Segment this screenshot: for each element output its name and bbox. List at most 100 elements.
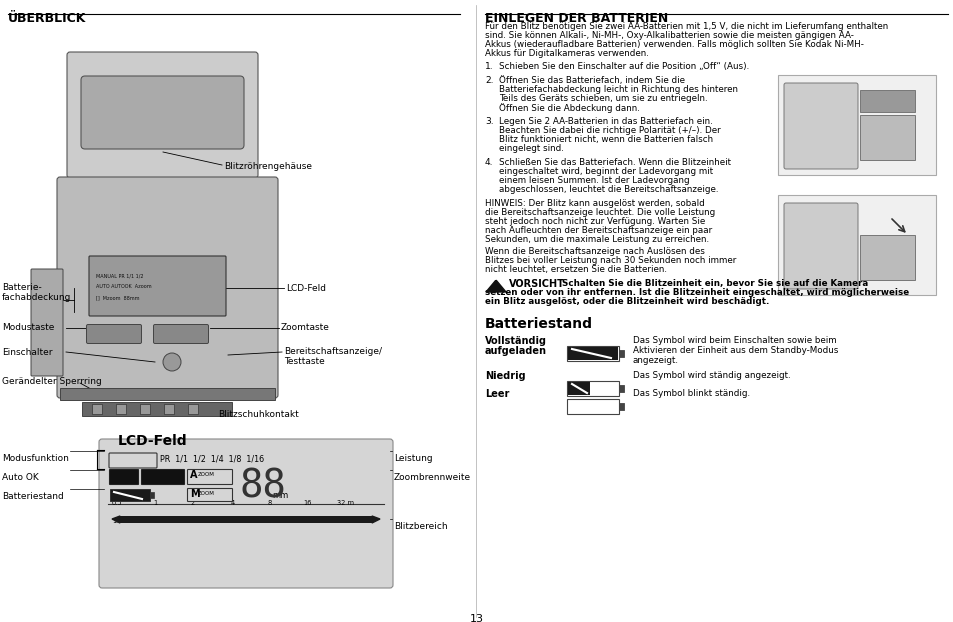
Text: Leistung: Leistung: [394, 454, 432, 463]
Text: Aktivieren der Einheit aus dem Standby-Modus: Aktivieren der Einheit aus dem Standby-M…: [633, 346, 838, 355]
Text: Batteriestand: Batteriestand: [484, 317, 593, 331]
Bar: [567, 347, 618, 360]
Text: eingelegt sind.: eingelegt sind.: [498, 144, 563, 153]
Text: Wenn die Bereitschaftsanzeige nach Auslösen des: Wenn die Bereitschaftsanzeige nach Auslö…: [484, 247, 704, 256]
Text: sind. Sie können Alkali-, Ni-MH-, Oxy-Alkalibatterien sowie die meisten gängigen: sind. Sie können Alkali-, Ni-MH-, Oxy-Al…: [484, 31, 853, 40]
Text: Blitzes bei voller Leistung nach 30 Sekunden noch immer: Blitzes bei voller Leistung nach 30 Seku…: [484, 256, 736, 265]
Text: 52: 52: [303, 518, 312, 524]
FancyBboxPatch shape: [110, 470, 138, 485]
Text: Zoomtaste: Zoomtaste: [281, 323, 330, 332]
Text: ein Blitz ausgelöst, oder die Blitzeinheit wird beschädigt.: ein Blitz ausgelöst, oder die Blitzeinhe…: [484, 297, 768, 306]
Text: Schalten Sie die Blitzeinheit ein, bevor Sie sie auf die Kamera: Schalten Sie die Blitzeinheit ein, bevor…: [558, 279, 867, 288]
Polygon shape: [485, 280, 505, 292]
Text: Blitzbereich: Blitzbereich: [394, 522, 447, 531]
Text: angezeigt.: angezeigt.: [633, 356, 679, 365]
Bar: [110, 489, 150, 501]
Text: !: !: [494, 273, 497, 282]
Text: Zoombrennweite: Zoombrennweite: [394, 473, 471, 482]
Text: 6.6: 6.6: [187, 518, 197, 524]
Bar: [82, 402, 232, 416]
Text: fachabdeckung: fachabdeckung: [2, 293, 71, 302]
Text: AUTO: AUTO: [112, 470, 136, 479]
Text: Schließen Sie das Batteriefach. Wenn die Blitzeinheit: Schließen Sie das Batteriefach. Wenn die…: [498, 158, 730, 167]
Bar: [566, 381, 618, 396]
FancyBboxPatch shape: [87, 325, 141, 343]
Text: 88: 88: [240, 468, 287, 506]
FancyBboxPatch shape: [57, 177, 277, 398]
Text: 13: 13: [470, 614, 483, 622]
Text: Für den Blitz benötigen Sie zwei AA-Batterien mit 1,5 V, die nicht im Lieferumfa: Für den Blitz benötigen Sie zwei AA-Batt…: [484, 22, 887, 31]
Text: Bereitschaftsanzeige/: Bereitschaftsanzeige/: [284, 347, 381, 356]
Bar: [188, 404, 198, 414]
Text: AUTO OK: AUTO OK: [144, 470, 184, 479]
Text: steht jedoch noch nicht zur Verfügung. Warten Sie: steht jedoch noch nicht zur Verfügung. W…: [484, 217, 704, 226]
Text: 2.: 2.: [484, 76, 493, 85]
Text: Batteriefachabdeckung leicht in Richtung des hinteren: Batteriefachabdeckung leicht in Richtung…: [498, 85, 738, 94]
Text: Das Symbol wird beim Einschalten sowie beim: Das Symbol wird beim Einschalten sowie b…: [633, 336, 836, 345]
Circle shape: [163, 353, 181, 371]
Bar: [140, 404, 150, 414]
FancyBboxPatch shape: [188, 470, 233, 485]
Text: 26: 26: [266, 518, 274, 524]
Text: eingeschaltet wird, beginnt der Ladevorgang mit: eingeschaltet wird, beginnt der Ladevorg…: [498, 167, 713, 176]
Text: 3.3: 3.3: [150, 518, 160, 524]
Text: 32 m: 32 m: [336, 500, 354, 506]
Text: PR  1/1  1/2  1/4  1/8  1/16: PR 1/1 1/2 1/4 1/8 1/16: [160, 454, 264, 463]
Text: 0.5: 0.5: [112, 500, 123, 506]
Text: LCD-Feld: LCD-Feld: [118, 434, 188, 448]
FancyBboxPatch shape: [67, 52, 257, 178]
FancyBboxPatch shape: [188, 488, 233, 501]
Text: nicht leuchtet, ersetzen Sie die Batterien.: nicht leuchtet, ersetzen Sie die Batteri…: [484, 265, 666, 274]
Text: Niedrig: Niedrig: [484, 371, 525, 381]
Text: MANUAL PR 1/1 1/2: MANUAL PR 1/1 1/2: [96, 273, 143, 278]
Bar: [91, 404, 102, 414]
Text: Gerändelter Sperrring: Gerändelter Sperrring: [2, 377, 102, 386]
Text: Batterie-: Batterie-: [2, 283, 42, 292]
Text: M: M: [190, 489, 199, 499]
Bar: [566, 399, 618, 414]
Text: 105 ft: 105 ft: [335, 518, 355, 524]
Text: 1.6: 1.6: [112, 518, 123, 524]
Bar: [859, 115, 914, 160]
Text: Legen Sie 2 AA-Batterien in das Batteriefach ein.: Legen Sie 2 AA-Batterien in das Batterie…: [498, 117, 712, 126]
Text: setzen oder von ihr entfernen. Ist die Blitzeinheit eingeschaltet, wird mögliche: setzen oder von ihr entfernen. Ist die B…: [484, 288, 908, 297]
Text: EINLEGEN DER BATTERIEN: EINLEGEN DER BATTERIEN: [484, 12, 667, 25]
Text: ZOOM: ZOOM: [198, 491, 214, 496]
Text: 1.: 1.: [484, 62, 493, 71]
Text: ZOOM: ZOOM: [198, 472, 214, 477]
Text: 16: 16: [303, 500, 312, 506]
Text: Modusfunktion: Modusfunktion: [2, 454, 69, 463]
Text: 4: 4: [231, 500, 234, 506]
Text: Vollständig: Vollständig: [484, 336, 546, 346]
Text: Blitz funktioniert nicht, wenn die Batterien falsch: Blitz funktioniert nicht, wenn die Batte…: [498, 135, 713, 144]
Text: Batteriestand: Batteriestand: [2, 492, 64, 501]
Text: 13: 13: [228, 518, 236, 524]
Text: AUTO AUTOOK  Azoom: AUTO AUTOOK Azoom: [96, 284, 152, 289]
Text: 3.: 3.: [484, 117, 493, 126]
Text: 8: 8: [268, 500, 272, 506]
Text: Öffnen Sie die Abdeckung dann.: Öffnen Sie die Abdeckung dann.: [498, 103, 639, 113]
Text: aufgeladen: aufgeladen: [484, 346, 546, 356]
Text: ÜBERBLICK: ÜBERBLICK: [8, 12, 87, 25]
FancyBboxPatch shape: [109, 453, 157, 468]
Bar: [778, 75, 935, 175]
Bar: [778, 195, 935, 295]
Text: Das Symbol blinkt ständig.: Das Symbol blinkt ständig.: [633, 389, 749, 398]
FancyBboxPatch shape: [783, 203, 857, 289]
FancyBboxPatch shape: [89, 256, 226, 316]
Text: LCD-Feld: LCD-Feld: [286, 284, 326, 293]
Text: MANUAL: MANUAL: [112, 454, 151, 463]
Text: abgeschlossen, leuchtet die Bereitschaftsanzeige.: abgeschlossen, leuchtet die Bereitschaft…: [498, 185, 718, 194]
Text: Leer: Leer: [484, 389, 509, 399]
Bar: [859, 90, 914, 112]
FancyBboxPatch shape: [141, 470, 184, 485]
Text: Akkus (wiederaufladbare Batterien) verwenden. Falls möglich sollten Sie Kodak Ni: Akkus (wiederaufladbare Batterien) verwe…: [484, 40, 863, 49]
Bar: [150, 492, 153, 498]
FancyBboxPatch shape: [153, 325, 209, 343]
Text: Schieben Sie den Einschalter auf die Position „Off“ (Aus).: Schieben Sie den Einschalter auf die Pos…: [498, 62, 748, 71]
Text: Blitzröhrengehäuse: Blitzröhrengehäuse: [224, 162, 312, 171]
Text: Das Symbol wird ständig angezeigt.: Das Symbol wird ständig angezeigt.: [633, 371, 790, 380]
Text: Einschalter: Einschalter: [2, 348, 52, 357]
Bar: [116, 404, 126, 414]
FancyBboxPatch shape: [30, 269, 63, 376]
